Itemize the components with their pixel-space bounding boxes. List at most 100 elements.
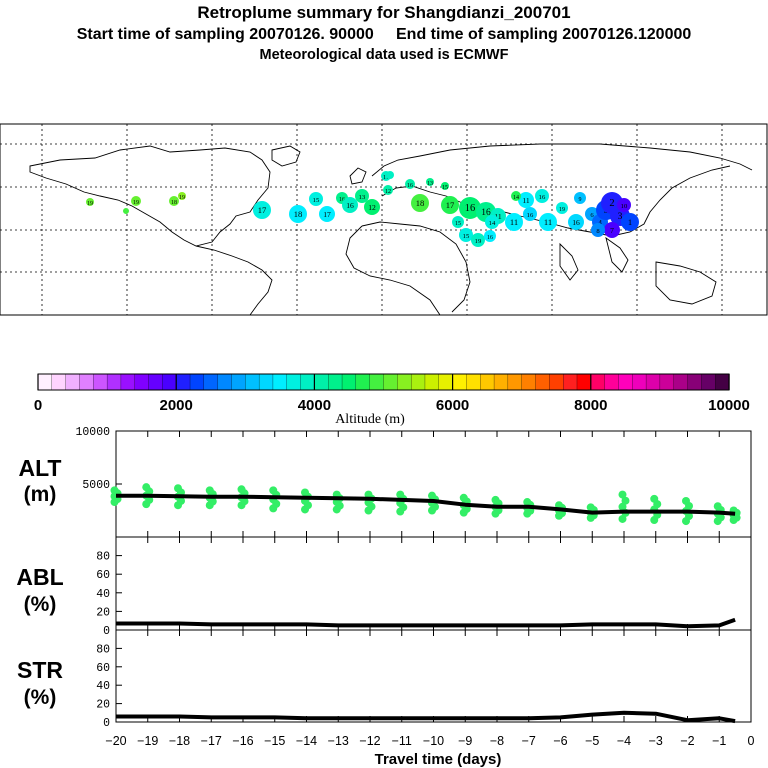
plume-marker-dot <box>621 213 639 231</box>
colorbar-swatch <box>576 373 592 391</box>
plume-marker-label: 16 <box>527 212 534 219</box>
plume-marker: 11 <box>505 213 523 231</box>
plume-marker-label: 14 <box>489 220 496 227</box>
x-tick-label: −4 <box>617 734 631 748</box>
plume-marker-label: 15 <box>463 233 470 240</box>
colorbar-swatch <box>466 373 481 391</box>
x-tick-label: −19 <box>137 734 158 748</box>
colorbar-swatch <box>701 373 716 391</box>
colorbar-swatch <box>549 373 564 391</box>
plume-marker: 13 <box>426 178 434 187</box>
plume-marker: 14 <box>485 215 499 229</box>
panel-label: ABL <box>16 564 63 590</box>
plume-altitude-point <box>269 486 278 495</box>
plume-marker-label: 9 <box>579 197 582 203</box>
plume-altitude-point <box>237 485 246 494</box>
colorbar-swatch <box>203 373 219 391</box>
plume-marker-dot <box>131 196 141 206</box>
series-line-alt <box>116 493 736 516</box>
plume-marker-dot <box>485 215 499 229</box>
plume-marker: 17 <box>253 201 271 219</box>
plume-marker: 12 <box>383 185 393 195</box>
plume-marker: 8 <box>591 223 605 237</box>
colorbar-swatch <box>341 373 357 391</box>
colorbar-swatch <box>410 373 426 391</box>
colorbar-swatch <box>563 373 578 391</box>
plume-marker-dot <box>386 171 394 179</box>
plume-marker-dot <box>355 189 369 203</box>
plume-marker: 15 <box>309 192 323 206</box>
plume-marker-dot <box>289 205 307 223</box>
plume-marker-dot <box>253 201 271 219</box>
colorbar-swatch <box>715 373 730 391</box>
colorbar-swatch <box>673 373 689 391</box>
colorbar-swatch <box>300 373 316 391</box>
plume-marker-dot <box>342 197 358 213</box>
plume-marker-dot <box>471 233 485 247</box>
plume-marker: 16 <box>523 207 537 221</box>
x-tick-label: −8 <box>490 734 504 748</box>
plume-marker: 14 <box>511 191 521 201</box>
colorbar-swatch <box>120 373 136 391</box>
plume-marker <box>386 171 394 179</box>
plume-marker-dot <box>591 223 605 237</box>
plume-altitude-point <box>523 498 532 507</box>
panel-unit: (%) <box>24 686 57 709</box>
colorbar-tick-label: 6000 <box>436 397 469 414</box>
x-tick-label: −6 <box>553 734 567 748</box>
colorbar-swatch <box>535 373 550 391</box>
panel-str: 0 20 40 60 80 STR (%) <box>17 629 752 730</box>
plume-marker-dot <box>604 222 620 238</box>
plume-marker: 19 <box>471 233 485 247</box>
plume-marker: 11 <box>539 213 557 231</box>
plume-altitude-point <box>618 502 627 511</box>
plume-altitude-point <box>396 490 405 499</box>
x-axis-label: Travel time (days) <box>375 751 502 768</box>
plume-marker: 16 <box>568 214 584 230</box>
plume-altitude-point <box>301 488 309 497</box>
plume-marker: 7 <box>604 222 620 238</box>
series-line-str <box>116 710 736 724</box>
x-tick-label: −20 <box>105 734 126 748</box>
plume-marker-dot <box>441 196 459 214</box>
colorbar-swatch <box>521 373 537 391</box>
plume-marker-label: 16 <box>339 197 345 203</box>
colorbar-swatch <box>632 373 647 391</box>
x-tick-label: −16 <box>232 734 253 748</box>
plume-marker: 17 <box>319 206 335 222</box>
plume-marker-label: 17 <box>323 210 331 219</box>
plume-marker-dot <box>383 185 393 195</box>
y-tick-label: 20 <box>96 699 110 712</box>
plume-marker-label: 13 <box>427 181 433 187</box>
plume-marker: 11 <box>518 192 534 208</box>
plume-marker-label: 11 <box>494 212 502 221</box>
plume-marker-label: 19 <box>559 207 565 213</box>
plume-marker-label: 16 <box>465 203 475 214</box>
plume-marker-label: 6 <box>590 212 594 219</box>
colorbar-swatch <box>162 373 177 391</box>
x-tick-label: −1 <box>712 734 726 748</box>
plume-marker-label: 17 <box>446 200 455 210</box>
plume-marker-label: 18 <box>171 200 177 206</box>
plume-altitude-point <box>713 502 722 511</box>
plume-marker: 12 <box>364 199 380 215</box>
plume-marker-label: 11 <box>522 196 530 205</box>
y-tick-label: 60 <box>96 569 110 582</box>
plume-marker-dot <box>511 191 521 201</box>
x-tick-label: −9 <box>458 734 472 748</box>
plume-marker: 15 <box>459 228 473 242</box>
colorbar-swatch <box>286 373 302 391</box>
panel-abl: 0 20 40 60 80 ABL (%) <box>16 536 752 638</box>
sampling-times: Start time of sampling 20070126. 90000 E… <box>0 26 768 44</box>
colorbar-swatch <box>314 373 329 391</box>
x-tick-label: −11 <box>392 734 412 748</box>
plume-marker-dot <box>441 182 449 190</box>
time-series-panels: 5000 10000 ALT(m) 0 20 40 60 80 ABL (%) 0 20 40 60 80 S… <box>16 426 754 768</box>
plume-marker: 18 <box>411 194 429 212</box>
plume-marker: 19 <box>86 198 94 207</box>
plume-marker-label: 16 <box>539 194 546 201</box>
panel-frame <box>115 430 752 538</box>
plume-marker: 16 <box>459 197 481 219</box>
colorbar-tick-label: 4000 <box>298 397 331 414</box>
